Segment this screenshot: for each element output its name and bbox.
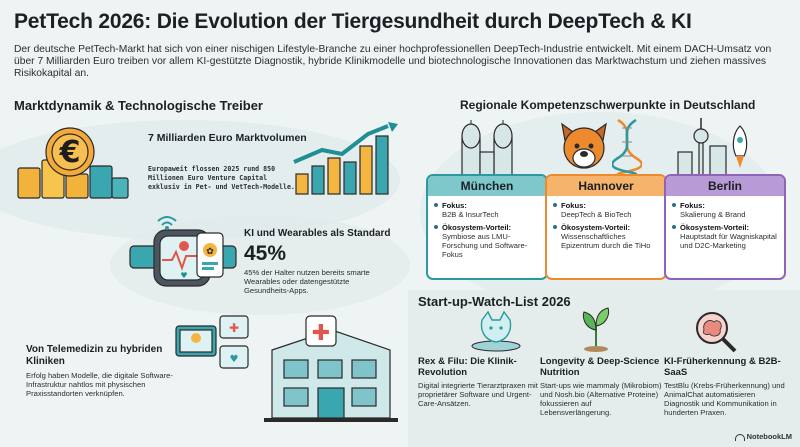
hologram-pet-icon (471, 310, 521, 352)
city-name: Hannover (547, 176, 665, 196)
startup-text: Digital integrierte Tierarztpraxen mit p… (418, 381, 538, 408)
city-name: Berlin (666, 176, 784, 196)
city-vorteil: Hauptstadt für Wagniskapital und D2C-Mar… (680, 232, 777, 250)
market-volume-title: 7 Milliarden Euro Marktvolumen (148, 132, 307, 144)
telemedicine-screen-icon: ✚ ♥ (175, 315, 249, 369)
svg-text:✚: ✚ (229, 321, 239, 335)
sprout-icon (582, 307, 610, 352)
magnifier-brain-icon (696, 312, 737, 353)
berlin-tv-tower-icon (677, 118, 727, 176)
startup-title: Rex & Filu: Die Klinik-Revolution (418, 356, 517, 378)
wifi-signal-icon (157, 216, 177, 230)
city-vorteil-label: Ökosystem-Vorteil: (442, 223, 512, 232)
page-title: PetTech 2026: Die Evolution der Tiergesu… (14, 10, 692, 33)
startup-text: Start-ups wie mammaly (Mikrobiom) und No… (540, 381, 662, 417)
city-vorteil-label: Ökosystem-Vorteil: (561, 223, 631, 232)
smartwatch-icon: ♥ (129, 229, 237, 287)
city-fokus: Skalierung & Brand (680, 210, 746, 219)
euro-coin-stack-icon: € (17, 127, 129, 199)
footer-brand: NotebookLM (746, 432, 792, 441)
startup-title: KI-Früherkennung & B2B-SaaS (664, 356, 781, 378)
phone-app-icon: ✿ (196, 232, 224, 278)
regions-heading: Regionale Kompetenzschwerpunkte in Deuts… (460, 98, 756, 112)
telemed-title: Von Telemedizin zu hybriden Kliniken (26, 344, 163, 367)
vet-clinic-building-icon: ✚ (264, 315, 398, 422)
svg-text:✿: ✿ (206, 247, 214, 257)
munich-frauenkirche-icon (461, 120, 513, 176)
ai-wearables-text: 45% der Halter nutzen bereits smarte Wea… (244, 268, 370, 295)
watchlist-heading: Start-up-Watch-List 2026 (418, 294, 571, 309)
city-card-berlin: Berlin Fokus: Skalierung & Brand Ökosyste… (664, 174, 786, 280)
city-fokus-label: Fokus: (680, 201, 705, 210)
startup-text: TestBlu (Krebs-Früherkennung) und Animal… (664, 381, 785, 417)
notebooklm-footer: NotebookLM (734, 432, 792, 441)
notebooklm-logo-icon (734, 433, 745, 441)
city-vorteil: Symbiose aus LMU-Forschung und Software-… (442, 232, 528, 259)
ai-wearables-title: KI und Wearables als Standard (244, 228, 391, 239)
city-vorteil-label: Ökosystem-Vorteil: (680, 223, 750, 232)
city-name: München (428, 176, 546, 196)
dna-helix-icon (612, 118, 642, 176)
market-section-heading: Marktdynamik & Technologische Treiber (14, 98, 263, 113)
ai-wearables-stat: 45% (244, 242, 287, 265)
svg-text:♥: ♥ (180, 271, 187, 280)
svg-text:€: € (59, 135, 81, 170)
city-card-hannover: Hannover Fokus: DeepTech & BioTech Ökosys… (545, 174, 667, 280)
city-fokus: DeepTech & BioTech (561, 210, 632, 219)
svg-text:✚: ✚ (312, 321, 330, 346)
growth-chart-icon (293, 122, 398, 195)
city-fokus-label: Fokus: (442, 201, 467, 210)
svg-text:♥: ♥ (230, 354, 239, 365)
market-volume-text: Europaweit flossen 2025 rund 850 Million… (148, 165, 295, 191)
rocket-icon (732, 125, 748, 168)
startup-title: Longevity & Deep-Science Nutrition (540, 356, 660, 378)
city-vorteil: Wissenschaftliches Epizentrum durch die … (561, 232, 651, 250)
telemed-text: Erfolg haben Modelle, die digitale Softw… (26, 371, 173, 398)
intro-paragraph: Der deutsche PetTech-Markt hat sich von … (14, 44, 772, 79)
city-card-munich: München Fokus: B2B & InsurTech Ökosystem-… (426, 174, 548, 280)
city-fokus-label: Fokus: (561, 201, 586, 210)
city-fokus: B2B & InsurTech (442, 210, 499, 219)
dog-head-icon (561, 122, 607, 169)
